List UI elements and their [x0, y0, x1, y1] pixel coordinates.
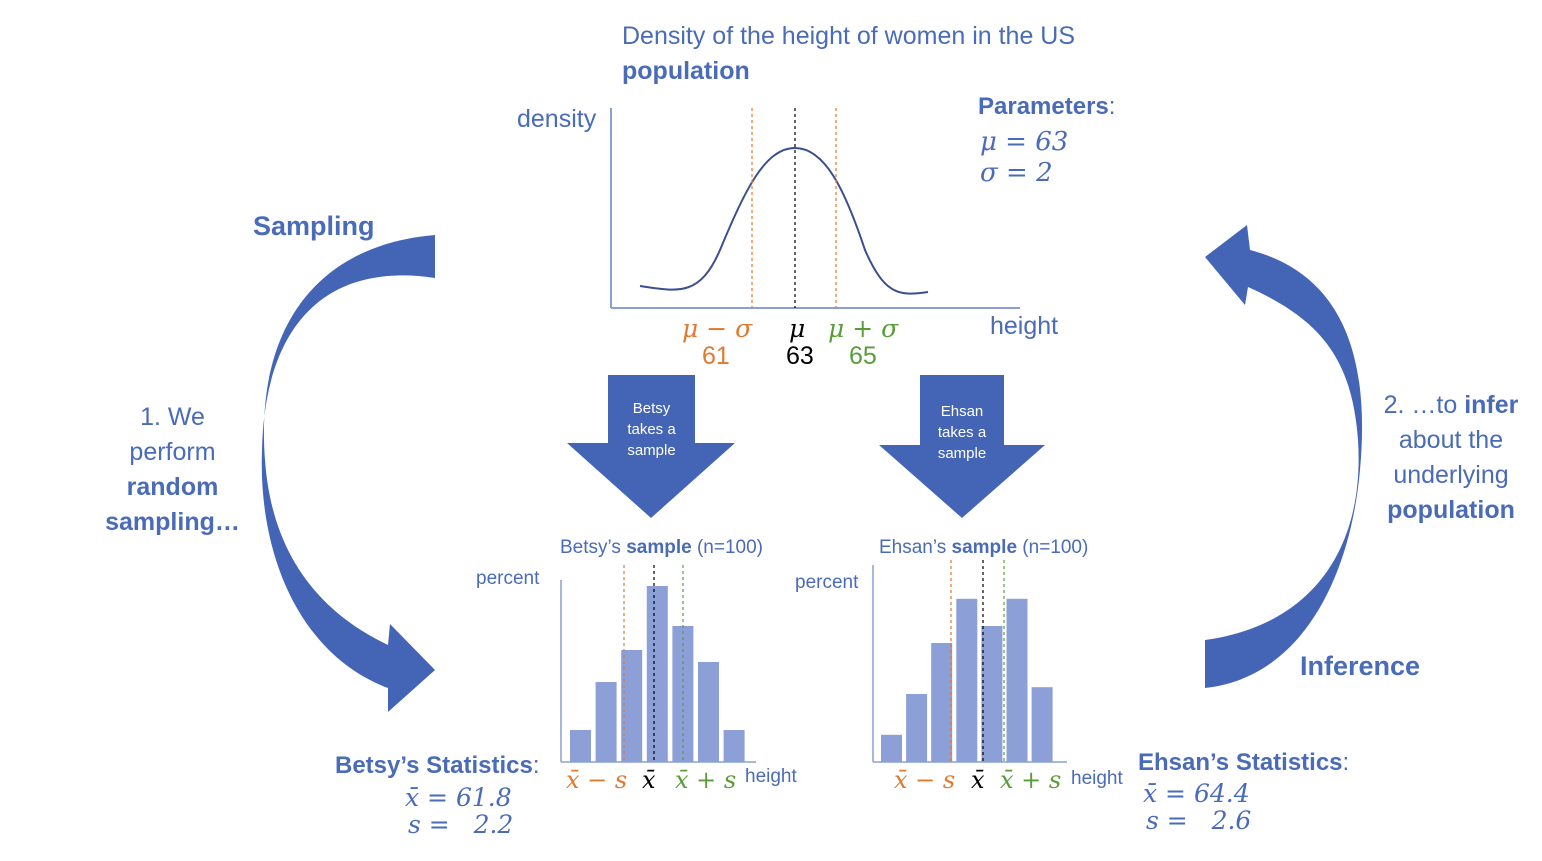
betsy-bar-3 — [621, 650, 643, 762]
ehsan-stats-sd: s = 2.6 — [1146, 806, 1252, 835]
ehsan-bar-1 — [881, 734, 902, 762]
ehsan-arrow-label: Ehsan takes a sample — [920, 401, 1004, 464]
inference-desc-line3: underlying — [1393, 461, 1509, 489]
tick-mu-minus-sigma: μ − σ — [682, 314, 753, 343]
betsy-tick-mean-plus-sd: x̄ + s — [675, 766, 737, 794]
ehsan-bar-3 — [931, 643, 953, 762]
population-density-curve — [639, 146, 929, 295]
ehsan-down-arrow — [879, 375, 1045, 518]
sampling-desc-line3: random — [126, 473, 219, 501]
betsy-stats-mean: x̄ = 61.8 — [405, 783, 512, 812]
ehsan-stats-heading: Ehsan’s Statistics: — [1138, 749, 1349, 777]
sampling-curved-arrow — [261, 235, 435, 712]
inference-desc-line1-bold: infer — [1464, 391, 1519, 419]
ehsan-bar-5 — [981, 626, 1003, 762]
betsy-chart-title: Betsy’s sample (n=100) — [560, 537, 763, 559]
tick-mu: μ — [789, 314, 806, 343]
ehsan-tick-mean: x̄ — [971, 766, 985, 794]
betsy-title-pre: Betsy’s — [560, 537, 627, 558]
betsy-arrow-line1: Betsy — [632, 400, 671, 417]
ehsan-bar-4 — [956, 598, 978, 762]
betsy-stats-colon: : — [532, 752, 540, 779]
betsy-bar-1 — [570, 730, 591, 762]
betsy-title-post: (n=100) — [691, 537, 763, 558]
ehsan-y-label: percent — [795, 572, 859, 593]
betsy-histogram — [570, 586, 745, 762]
betsy-bar-7 — [723, 730, 745, 762]
inference-desc-line4: population — [1387, 496, 1515, 524]
betsy-stats-sd: s = 2.2 — [408, 810, 514, 839]
betsy-stats-label: Betsy’s Statistics — [335, 752, 533, 779]
ehsan-stats-label: Ehsan’s Statistics — [1138, 749, 1343, 776]
population-x-label: height — [990, 312, 1059, 340]
ehsan-arrow-line1: Ehsan — [940, 403, 984, 420]
betsy-tick-mean-minus-sd: x̄ − s — [566, 766, 628, 794]
betsy-bar-2 — [595, 682, 617, 762]
betsy-arrow-label: Betsy takes a sample — [608, 398, 695, 461]
parameters-heading: Parameters: — [978, 93, 1115, 121]
ehsan-histogram — [881, 598, 1053, 762]
inference-desc-line1-pre: 2. …to — [1383, 391, 1465, 419]
parameters-label: Parameters — [978, 93, 1109, 120]
ehsan-tick-mean-minus-sd: x̄ − s — [894, 766, 956, 794]
inference-description: 2. …to infer about the underlying popula… — [1372, 388, 1530, 528]
ehsan-arrow-line3: sample — [937, 445, 987, 462]
tick-value-65: 65 — [849, 342, 877, 370]
ehsan-title-bold: sample — [951, 537, 1018, 558]
betsy-down-arrow — [567, 375, 735, 518]
betsy-y-label: percent — [476, 568, 540, 589]
sampling-desc-line4: sampling… — [105, 508, 240, 536]
ehsan-tick-mean-plus-sd: x̄ + s — [1000, 766, 1062, 794]
parameter-sigma: σ = 2 — [980, 158, 1053, 188]
ehsan-stats-colon: : — [1342, 749, 1350, 776]
betsy-arrow-line3: sample — [627, 442, 676, 459]
sampling-description: 1. We perform random sampling… — [100, 400, 245, 540]
tick-value-61: 61 — [702, 342, 730, 370]
ehsan-x-label: height — [1071, 768, 1123, 789]
betsy-title-bold: sample — [626, 537, 692, 558]
inference-curved-arrow — [1205, 225, 1363, 688]
ehsan-title-post: (n=100) — [1017, 537, 1089, 558]
betsy-stats-heading: Betsy’s Statistics: — [335, 752, 540, 780]
population-title-line1: Density of the height of women in the US — [622, 22, 1076, 50]
betsy-arrow-line2: takes a — [627, 421, 676, 438]
betsy-bar-6 — [698, 662, 719, 762]
ehsan-bar-7 — [1031, 687, 1053, 762]
betsy-x-label: height — [745, 766, 797, 787]
population-y-label: density — [517, 105, 597, 133]
ehsan-title-pre: Ehsan’s — [879, 537, 952, 558]
ehsan-bar-2 — [906, 694, 928, 762]
inference-title: Inference — [1300, 651, 1421, 681]
ehsan-bar-6 — [1006, 598, 1028, 762]
tick-mu-plus-sigma: μ + σ — [828, 314, 899, 343]
inference-desc-line1: 2. …to infer — [1372, 388, 1530, 423]
ehsan-arrow-line2: takes a — [937, 424, 987, 441]
parameter-mu: μ = 63 — [980, 127, 1069, 157]
ehsan-chart-title: Ehsan’s sample (n=100) — [879, 537, 1088, 559]
population-title-line2: population — [622, 57, 750, 85]
sampling-desc-line2: perform — [129, 438, 216, 466]
parameters-colon: : — [1108, 93, 1116, 120]
betsy-tick-mean: x̄ — [642, 766, 656, 794]
sampling-desc-line1: 1. We — [140, 403, 205, 431]
inference-desc-line2: about the — [1398, 426, 1504, 454]
sampling-title: Sampling — [253, 211, 375, 241]
tick-value-63: 63 — [786, 342, 814, 370]
betsy-bar-4 — [646, 586, 668, 762]
ehsan-stats-mean: x̄ = 64.4 — [1143, 779, 1250, 808]
